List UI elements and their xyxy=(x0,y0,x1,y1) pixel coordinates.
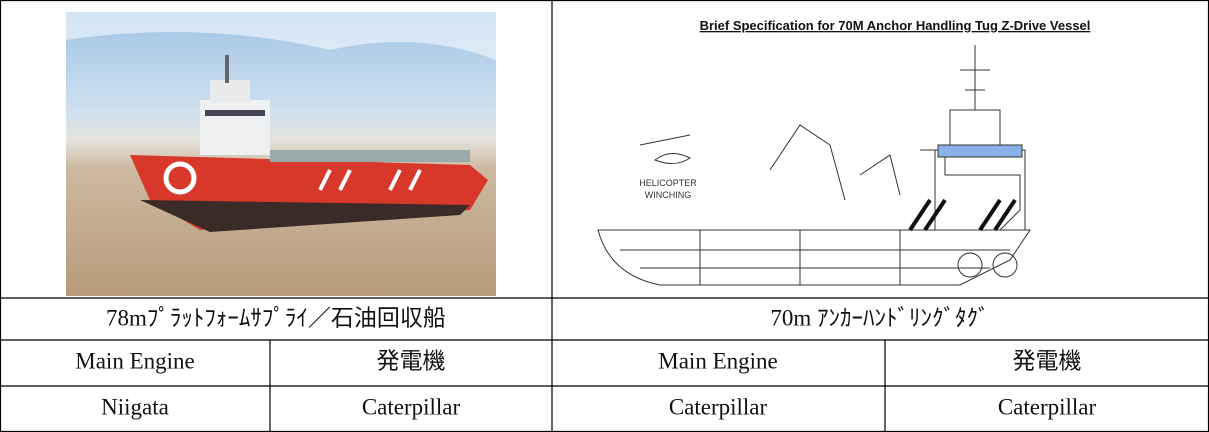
ship-photo xyxy=(66,12,496,296)
vessel-drawing: Brief Specification for 70M Anchor Handl… xyxy=(597,18,1091,286)
column-header: Main Engine xyxy=(658,348,777,373)
table-cell: Niigata xyxy=(101,394,169,419)
drawing-label: WINCHING xyxy=(645,190,692,200)
caption: 78mﾌﾟﾗｯﾄﾌｫｰﾑｻﾌﾟﾗｲ／石油回収船 xyxy=(106,305,446,330)
table-cell: Caterpillar xyxy=(669,394,768,419)
drawing-label: HELICOPTER xyxy=(639,178,697,188)
table-rows: Main Engine 発電機 Main Engine 発電機 Niigata Cater… xyxy=(75,348,1096,419)
table-cell: Caterpillar xyxy=(998,394,1097,419)
column-header: 発電機 xyxy=(377,348,446,373)
caption: 70m ｱﾝｶｰﾊﾝﾄﾞﾘﾝｸﾞﾀｸﾞ xyxy=(770,305,989,330)
drawing-title: Brief Specification for 70M Anchor Handl… xyxy=(700,18,1091,33)
column-header: Main Engine xyxy=(75,348,194,373)
table-cell: Caterpillar xyxy=(362,394,461,419)
column-header: 発電機 xyxy=(1013,348,1082,373)
